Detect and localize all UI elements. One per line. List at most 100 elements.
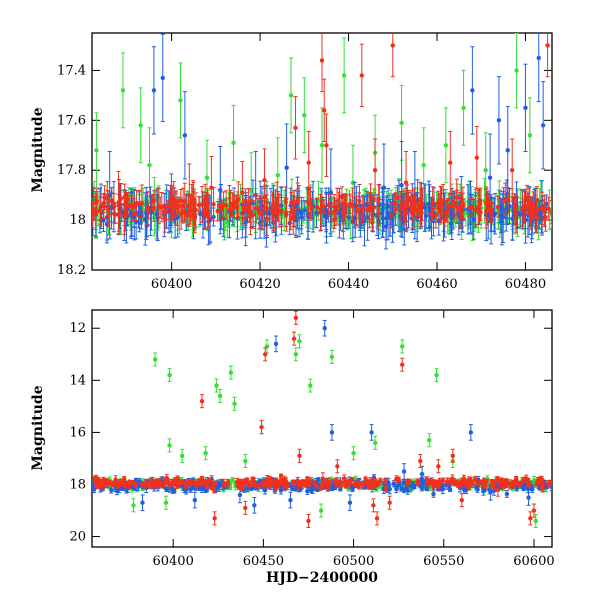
top-blue-outlier	[523, 105, 528, 111]
top-blue-outlier	[381, 185, 387, 190]
top-xtick-label: 60480	[505, 277, 546, 292]
bottom-green-outlier	[400, 344, 405, 349]
top-red-point	[236, 197, 241, 202]
top-xtick-label: 60440	[328, 277, 369, 292]
bottom-data-marks	[92, 310, 552, 528]
bottom-green-outlier	[533, 518, 538, 524]
top-red-point	[389, 212, 394, 218]
top-red-point	[505, 197, 511, 202]
top-red-point	[272, 210, 278, 216]
top-red-point	[331, 204, 337, 209]
top-red-point	[306, 199, 311, 204]
top-blue-point	[471, 217, 476, 222]
top-ytick-label: 17.4	[57, 63, 86, 78]
bottom-green-outlier	[179, 453, 185, 459]
top-green-outlier	[319, 143, 325, 148]
top-blue-outlier	[399, 182, 404, 188]
top-red-point	[546, 206, 551, 211]
top-red-point	[182, 210, 187, 215]
bottom-xtick-label: 60500	[333, 554, 374, 569]
top-red-point	[357, 198, 362, 204]
top-red-point	[326, 203, 331, 208]
top-green-outlier	[275, 173, 280, 178]
top-xtick-label: 60420	[239, 277, 280, 292]
bottom-green-outlier	[217, 393, 223, 399]
top-blue-point	[314, 210, 319, 216]
top-red-point	[543, 214, 548, 220]
top-blue-outlier	[284, 165, 289, 170]
top-green-outlier	[421, 163, 426, 168]
top-red-outlier	[448, 160, 453, 165]
top-red-point	[270, 204, 275, 210]
top-data-marks	[92, 33, 552, 250]
top-red-point	[369, 208, 374, 213]
bottom-xtick-label: 60400	[152, 554, 193, 569]
top-red-point	[495, 204, 501, 210]
top-red-point	[93, 210, 98, 216]
top-blue-outlier	[496, 118, 502, 123]
top-green-outlier	[204, 175, 210, 180]
top-green-outlier	[514, 68, 519, 73]
top-red-point	[329, 210, 334, 215]
top-red-point	[418, 212, 423, 218]
top-red-point	[291, 211, 297, 216]
top-red-point	[315, 204, 320, 210]
top-blue-point	[302, 208, 307, 213]
top-red-point	[223, 202, 229, 208]
top-red-point	[111, 201, 117, 206]
top-red-point	[347, 201, 353, 207]
top-red-point	[489, 209, 495, 215]
top-red-point	[340, 211, 346, 216]
top-red-point	[444, 208, 450, 214]
bottom-green-outlier	[351, 451, 356, 456]
top-red-point	[283, 210, 289, 216]
bottom-ytick-label: 20	[69, 530, 86, 545]
top-red-point	[228, 201, 233, 206]
bottom-green-outlier	[293, 352, 299, 357]
bottom-green-outlier	[243, 458, 248, 464]
top-red-point	[343, 203, 349, 208]
top-red-point	[145, 205, 150, 211]
top-red-point	[118, 196, 124, 202]
top-blue-point	[488, 217, 494, 222]
top-red-point	[219, 207, 225, 212]
top-green-outlier	[527, 133, 533, 138]
top-panel: 60400 60420 60440 60460 60480 17.4 17.6 17.8 18 1…	[30, 32, 553, 292]
bottom-green-outlier	[329, 354, 335, 360]
top-red-point	[501, 198, 506, 203]
top-red-point	[217, 202, 222, 208]
bottom-green-outlier	[228, 370, 234, 375]
top-red-outlier	[403, 180, 409, 185]
top-blue-point	[154, 211, 160, 217]
top-red-point	[478, 210, 483, 215]
top-red-point	[101, 200, 107, 206]
top-red-point	[542, 208, 547, 214]
top-red-point	[196, 202, 202, 208]
top-red-outlier	[322, 108, 327, 113]
top-red-point	[530, 210, 535, 215]
top-red-point	[371, 204, 377, 210]
top-blue-point	[346, 215, 352, 220]
top-red-outlier	[262, 177, 267, 183]
top-red-point	[430, 206, 436, 211]
bottom-green-outlier	[318, 508, 324, 513]
bottom-xtick-label: 60550	[423, 554, 464, 569]
top-red-point	[309, 205, 314, 211]
top-red-point	[150, 199, 155, 204]
bottom-green-outlier	[434, 372, 439, 378]
top-red-point	[534, 198, 540, 203]
top-red-point	[279, 209, 284, 215]
top-green-outlier	[461, 105, 466, 111]
top-red-point	[447, 203, 452, 209]
top-red-point	[442, 216, 447, 222]
top-red-point	[247, 210, 252, 215]
top-red-outlier	[240, 190, 245, 195]
top-red-point	[131, 203, 136, 209]
top-red-point	[360, 205, 365, 210]
bottom-ytick-label: 12	[69, 321, 86, 336]
top-red-point	[454, 195, 459, 200]
bottom-xtick-label: 60600	[513, 554, 554, 569]
top-red-point	[192, 214, 198, 219]
